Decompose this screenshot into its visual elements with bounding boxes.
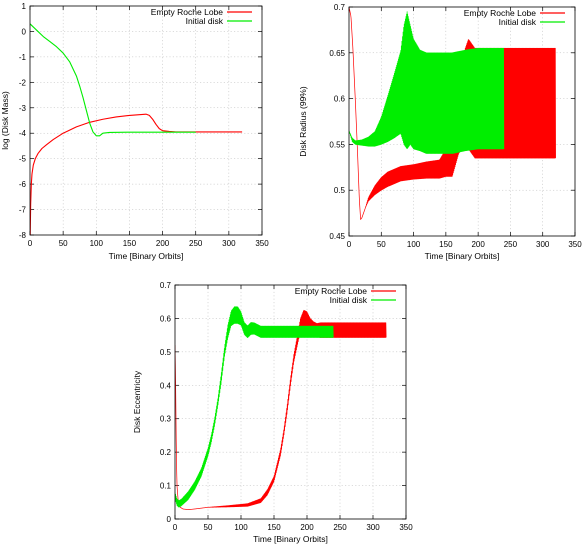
y-axis-label: log (Disk Mass) [0, 91, 10, 150]
x-tick-label: 150 [123, 239, 137, 248]
series-line-empty-roche-lobe [30, 113, 243, 235]
x-tick-label: 250 [333, 523, 347, 532]
plot-frame [348, 6, 576, 237]
x-tick-label: 350 [568, 240, 582, 249]
legend-label: Initial disk [499, 17, 537, 27]
legend-label: Initial disk [186, 16, 224, 26]
y-axis-label: Disk Radius (99%) [298, 86, 308, 157]
y-tick-label: -1 [19, 53, 27, 62]
y-tick-label: 1 [22, 2, 27, 11]
x-axis-label: Time [Binary Orbits] [109, 251, 184, 261]
x-tick-label: 250 [189, 239, 203, 248]
x-tick-label: 150 [439, 240, 453, 249]
x-tick-label: 300 [222, 239, 236, 248]
y-tick-label: 0.45 [329, 232, 345, 241]
series-line-initial-disk [349, 11, 505, 154]
y-tick-label: 0.3 [160, 415, 172, 424]
x-tick-label: 50 [204, 523, 213, 532]
y-tick-label: -4 [19, 129, 27, 138]
y-tick-label: -3 [19, 104, 27, 113]
y-tick-label: 0.6 [334, 95, 346, 104]
chart-1: 0 50 100 150 200 250 300 350 -8 -7 -6 -5 -4 -3 -2 -1 0 1 E… [0, 2, 269, 261]
legend-label: Empty Roche Lobe [151, 7, 224, 17]
x-tick-label: 100 [407, 240, 421, 249]
x-tick-label: 150 [267, 523, 281, 532]
y-tick-label: -6 [19, 180, 27, 189]
x-tick-label: 0 [347, 240, 352, 249]
plot-frame [29, 5, 263, 236]
x-tick-label: 200 [300, 523, 314, 532]
y-tick-label: 0 [22, 27, 27, 36]
legend-label: Empty Roche Lobe [295, 286, 368, 296]
y-tick-label: -5 [19, 155, 27, 164]
y-axis-label: Disk Eccentricity [132, 370, 142, 433]
series-line-initial-disk [30, 23, 196, 137]
x-tick-label: 200 [156, 239, 170, 248]
series-line-initial-disk [175, 306, 334, 508]
x-tick-label: 100 [234, 523, 248, 532]
y-tick-label: 0.1 [160, 482, 172, 491]
y-tick-label: 0.7 [334, 3, 346, 12]
y-tick-label: -2 [19, 78, 27, 87]
x-tick-label: 200 [471, 240, 485, 249]
y-tick-label: 0.5 [160, 348, 172, 357]
x-tick-label: 0 [173, 523, 178, 532]
legend-label: Empty Roche Lobe [464, 8, 537, 18]
y-tick-label: 0.7 [160, 281, 172, 290]
chart-3: 0 50 100 150 200 250 300 350 0 0.1 0.2 0.3 0.4 0.5 0.6… [132, 281, 413, 544]
y-tick-label: -8 [19, 231, 27, 240]
x-tick-label: 0 [28, 239, 33, 248]
y-tick-label: 0 [167, 515, 172, 524]
x-tick-label: 50 [59, 239, 68, 248]
series-line-empty-roche-lobe [175, 309, 387, 510]
y-tick-label: 0.5 [334, 186, 346, 195]
y-tick-label: 0.65 [329, 49, 345, 58]
y-tick-label: 0.55 [329, 140, 345, 149]
x-tick-label: 350 [399, 523, 413, 532]
x-tick-label: 300 [536, 240, 550, 249]
x-tick-label: 100 [90, 239, 104, 248]
chart-2: 0 50 100 150 200 250 300 350 0.45 0.5 0.55 0.6 0.65 0… [298, 3, 582, 261]
x-axis-label: Time [Binary Orbits] [425, 251, 500, 261]
y-tick-label: 0.2 [160, 448, 172, 457]
x-tick-label: 350 [255, 239, 269, 248]
y-tick-label: 0.6 [160, 314, 172, 323]
x-tick-label: 250 [504, 240, 518, 249]
legend-label: Initial disk [330, 295, 368, 305]
y-tick-label: -7 [19, 206, 27, 215]
plot-frame [174, 284, 407, 520]
x-tick-label: 300 [366, 523, 380, 532]
x-tick-label: 50 [377, 240, 386, 249]
x-axis-label: Time [Binary Orbits] [253, 534, 328, 544]
y-tick-label: 0.4 [160, 381, 172, 390]
